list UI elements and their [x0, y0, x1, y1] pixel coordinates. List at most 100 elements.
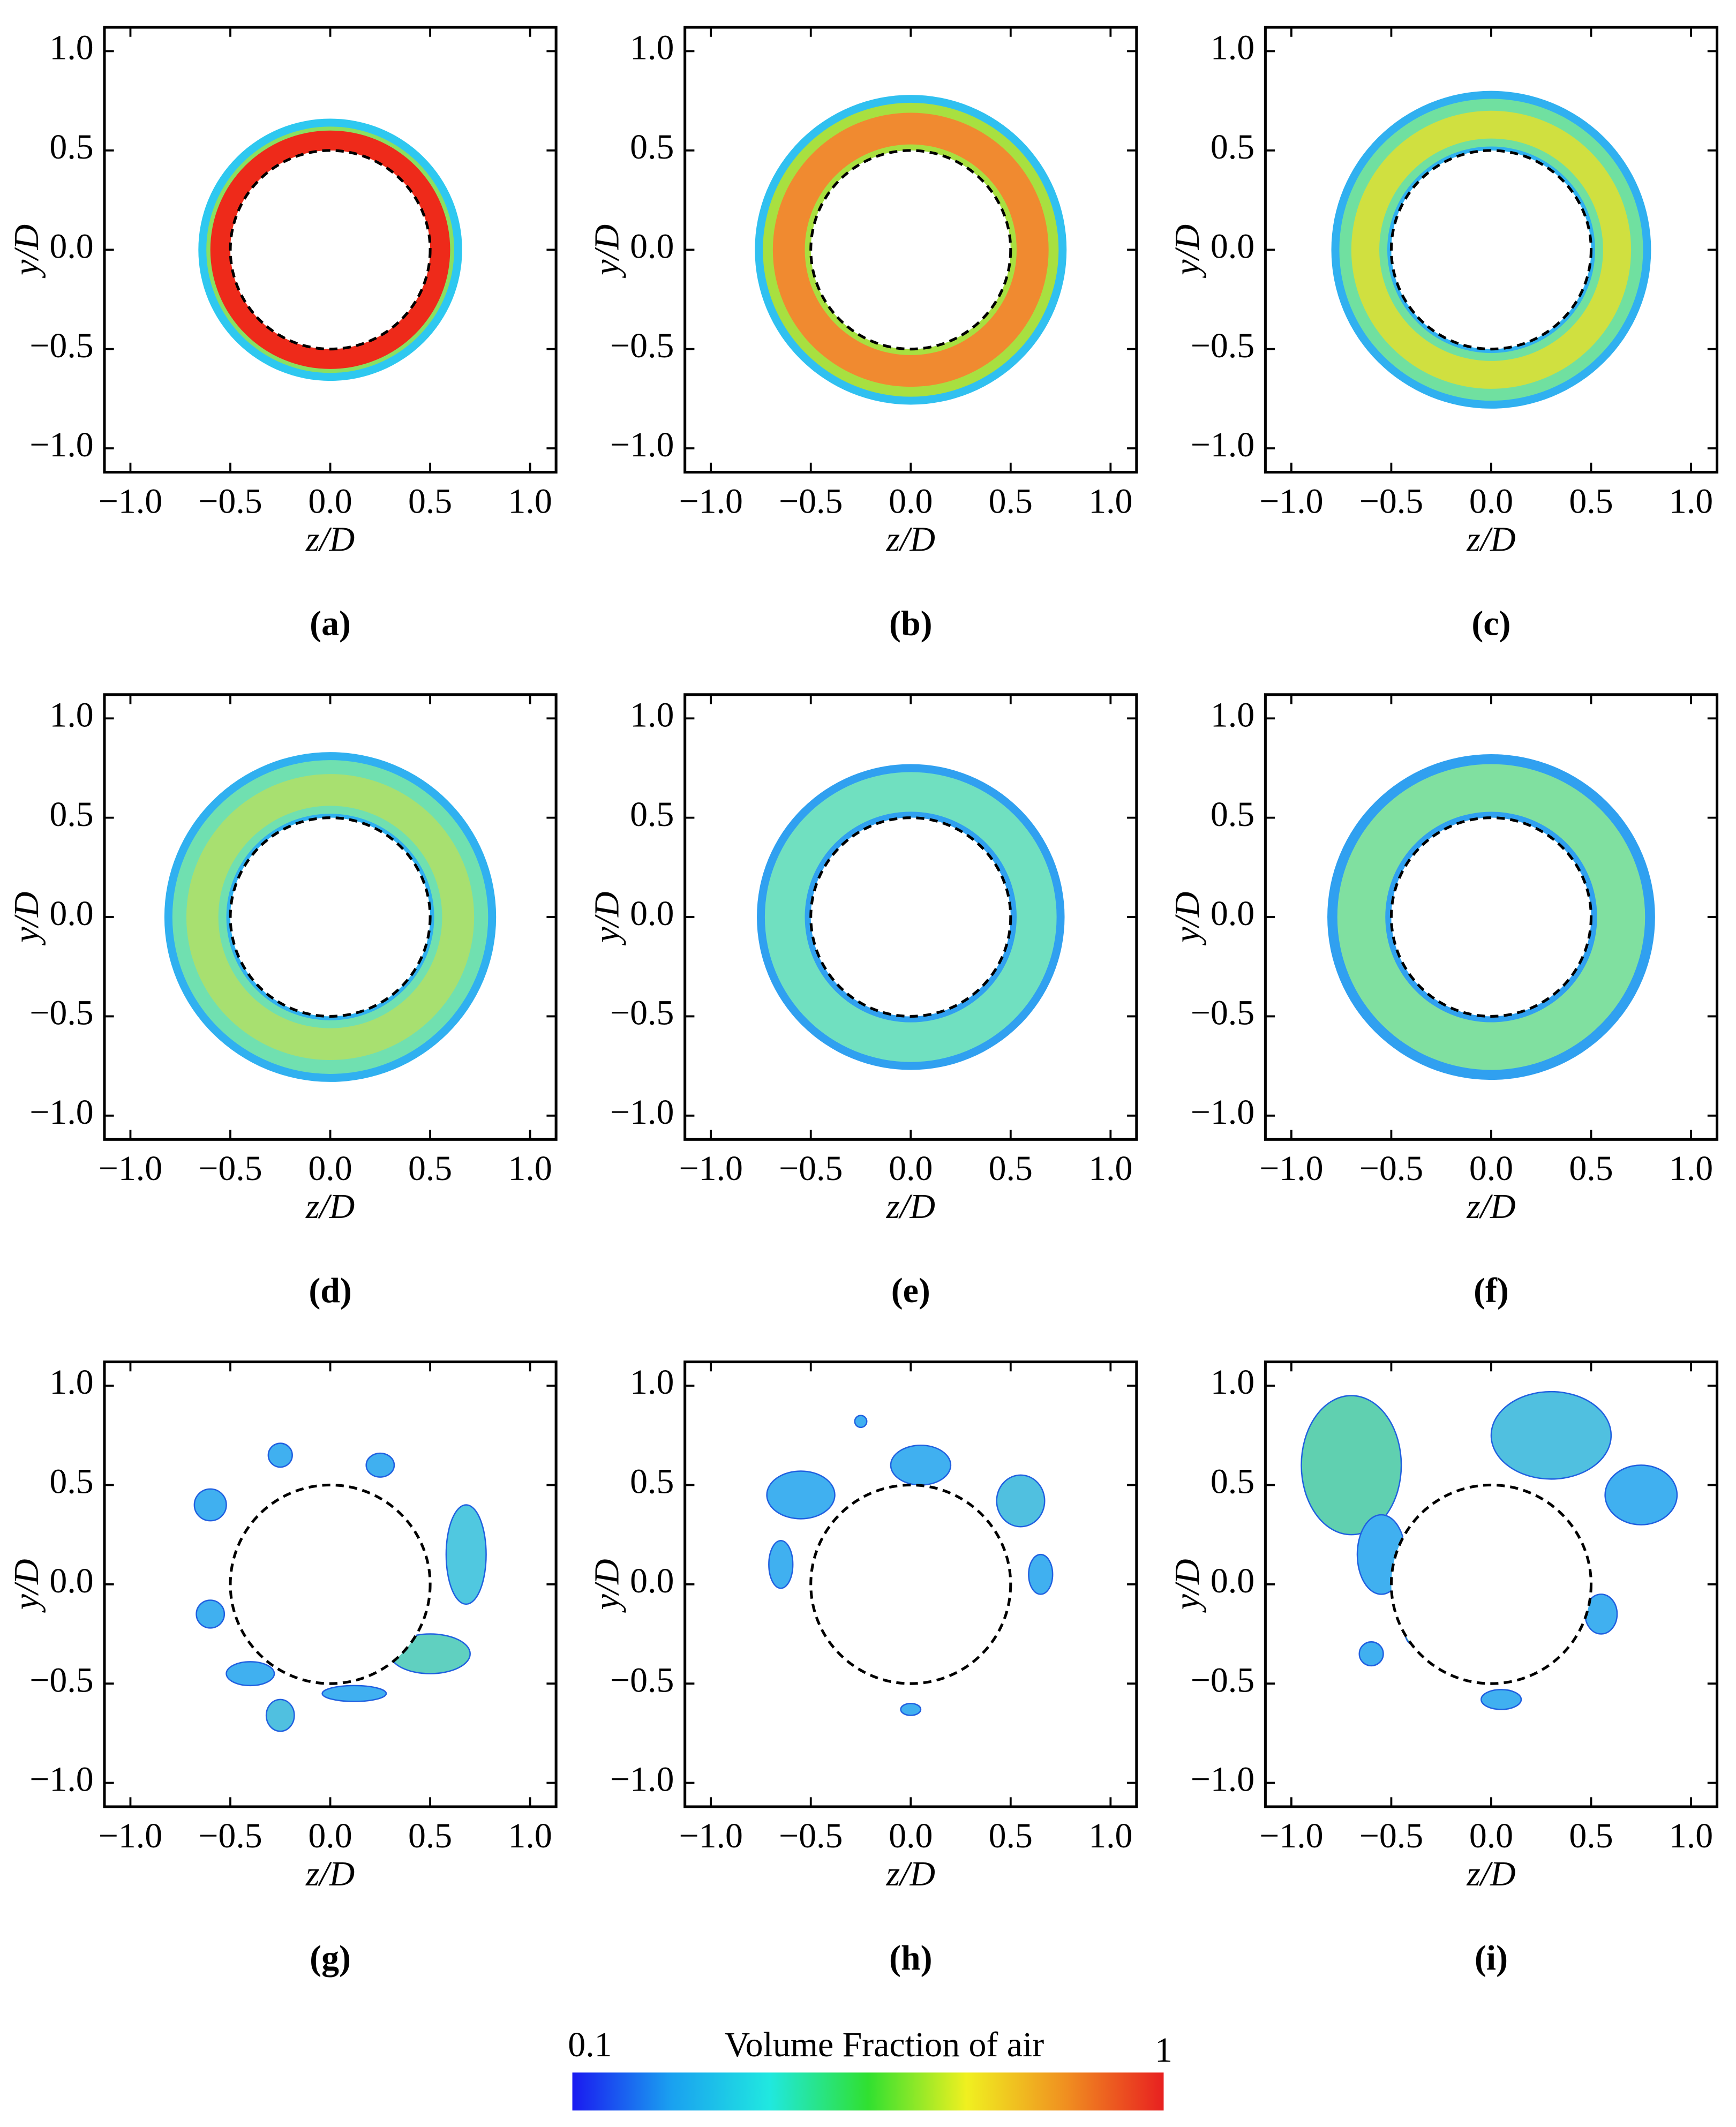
- cylinder-outline: [1389, 149, 1593, 351]
- colorbar-title: Volume Fraction of air: [725, 2025, 1044, 2064]
- panel-label: (i): [1475, 1938, 1508, 1978]
- cylinder-outline: [809, 1483, 1012, 1685]
- y-tick-label: −1.0: [1191, 1760, 1254, 1799]
- x-tick-label: 0.0: [889, 482, 933, 521]
- x-tick-label: 0.5: [989, 1149, 1033, 1188]
- air-blob: [1490, 1391, 1612, 1480]
- x-tick-label: 0.5: [989, 482, 1033, 521]
- cylinder-outline: [229, 816, 432, 1018]
- panel-label: (h): [889, 1938, 932, 1978]
- air-blob: [1028, 1553, 1054, 1595]
- x-axis-label: z/D: [305, 520, 355, 559]
- x-axis-label: z/D: [305, 1187, 355, 1226]
- y-tick-label: 0.0: [630, 894, 674, 933]
- x-tick-label: 0.0: [1469, 1816, 1513, 1855]
- y-tick-label: 1.0: [1211, 1363, 1254, 1402]
- panel-label: (c): [1471, 604, 1510, 643]
- air-blob: [265, 1698, 295, 1732]
- y-tick-label: −1.0: [29, 425, 93, 464]
- y-tick-label: −0.5: [610, 326, 674, 365]
- y-axis-label: y/D: [588, 1559, 627, 1613]
- colorbar-min-label: 0.1: [568, 2025, 612, 2064]
- y-tick-label: 0.5: [1211, 127, 1254, 167]
- x-tick-label: −0.5: [1359, 1816, 1423, 1855]
- y-axis-label: y/D: [588, 892, 627, 946]
- x-axis-label: z/D: [305, 1854, 355, 1893]
- x-tick-label: 0.0: [1469, 1149, 1513, 1188]
- panel: −1.0 −0.5 0.0 0.5 1.0 −1.0 −0.5 0.0 0.5 1.0 z/D y/D…: [7, 1361, 558, 1978]
- y-tick-label: −0.5: [29, 326, 93, 365]
- air-blob: [193, 1488, 227, 1522]
- panel: −1.0 −0.5 0.0 0.5 1.0 −1.0 −0.5 0.0 0.5 1.0 z/D y/D…: [1168, 1361, 1719, 1978]
- y-tick-label: 0.0: [630, 227, 674, 266]
- y-tick-label: 0.5: [630, 795, 674, 834]
- air-blob: [226, 1661, 275, 1687]
- x-tick-label: 1.0: [1669, 1149, 1713, 1188]
- x-tick-label: 0.0: [308, 1149, 352, 1188]
- x-tick-label: 1.0: [508, 1149, 552, 1188]
- panel: −1.0 −0.5 0.0 0.5 1.0 −1.0 −0.5 0.0 0.5 1.0 z/D y/D…: [1168, 26, 1719, 643]
- x-tick-label: 1.0: [1088, 1149, 1132, 1188]
- x-axis-label: z/D: [1466, 1854, 1515, 1893]
- cylinder-outline: [229, 149, 432, 351]
- y-tick-label: 1.0: [49, 695, 93, 734]
- y-axis-label: y/D: [1168, 892, 1207, 946]
- air-blob: [1301, 1395, 1402, 1536]
- x-tick-label: −1.0: [99, 482, 162, 521]
- y-tick-label: 0.0: [1211, 894, 1254, 933]
- panel: −1.0 −0.5 0.0 0.5 1.0 −1.0 −0.5 0.0 0.5 1.0 z/D y/D…: [1168, 693, 1719, 1310]
- y-tick-label: −1.0: [29, 1760, 93, 1799]
- y-tick-label: 1.0: [630, 28, 674, 67]
- x-tick-label: −1.0: [1259, 1149, 1323, 1188]
- y-tick-label: 1.0: [1211, 695, 1254, 734]
- y-tick-label: 0.5: [1211, 1462, 1254, 1501]
- y-tick-label: −1.0: [1191, 425, 1254, 464]
- x-tick-label: −1.0: [99, 1149, 162, 1188]
- panel: −1.0 −0.5 0.0 0.5 1.0 −1.0 −0.5 0.0 0.5 1.0 z/D y/D…: [588, 26, 1138, 643]
- air-ring: [763, 102, 1059, 397]
- y-tick-label: 0.5: [630, 127, 674, 167]
- air-blob: [445, 1504, 487, 1605]
- x-tick-label: 1.0: [1669, 482, 1713, 521]
- air-blob: [890, 1445, 952, 1486]
- y-tick-label: 0.0: [1211, 1561, 1254, 1600]
- y-axis-label: y/D: [7, 1559, 46, 1613]
- panel-label: (f): [1474, 1271, 1509, 1310]
- x-tick-label: 0.0: [1469, 482, 1513, 521]
- x-tick-label: −1.0: [99, 1816, 162, 1855]
- panel: −1.0 −0.5 0.0 0.5 1.0 −1.0 −0.5 0.0 0.5 1.0 z/D y/D…: [7, 26, 558, 643]
- x-tick-label: 1.0: [1088, 1816, 1132, 1855]
- x-tick-label: −0.5: [1359, 482, 1423, 521]
- x-tick-label: 1.0: [1669, 1816, 1713, 1855]
- cylinder-outline: [1389, 1483, 1593, 1685]
- y-tick-label: 0.5: [630, 1462, 674, 1501]
- cylinder-outline: [1389, 816, 1593, 1018]
- air-blob: [854, 1415, 868, 1429]
- x-tick-label: −0.5: [198, 482, 262, 521]
- air-blob: [766, 1470, 836, 1520]
- y-tick-label: −0.5: [610, 994, 674, 1033]
- x-tick-label: 0.0: [308, 482, 352, 521]
- x-tick-label: −1.0: [1259, 482, 1323, 521]
- y-tick-label: −1.0: [610, 425, 674, 464]
- y-axis-label: y/D: [7, 892, 46, 946]
- air-blob: [1358, 1641, 1384, 1667]
- x-tick-label: 0.0: [889, 1149, 933, 1188]
- x-tick-label: −1.0: [679, 1816, 742, 1855]
- panel-label: (g): [310, 1938, 351, 1978]
- cylinder-outline: [809, 149, 1012, 351]
- panel-label: (d): [309, 1271, 351, 1310]
- x-tick-label: −1.0: [679, 1149, 742, 1188]
- air-blob: [321, 1685, 387, 1702]
- x-tick-label: 1.0: [508, 482, 552, 521]
- panel-label: (a): [310, 604, 351, 643]
- cylinder-outline: [809, 816, 1012, 1018]
- y-tick-label: −1.0: [610, 1093, 674, 1132]
- air-blob: [996, 1474, 1046, 1528]
- cylinder-outline: [229, 1483, 432, 1685]
- x-axis-label: z/D: [886, 520, 935, 559]
- air-blob: [768, 1539, 794, 1589]
- x-axis-label: z/D: [886, 1187, 935, 1226]
